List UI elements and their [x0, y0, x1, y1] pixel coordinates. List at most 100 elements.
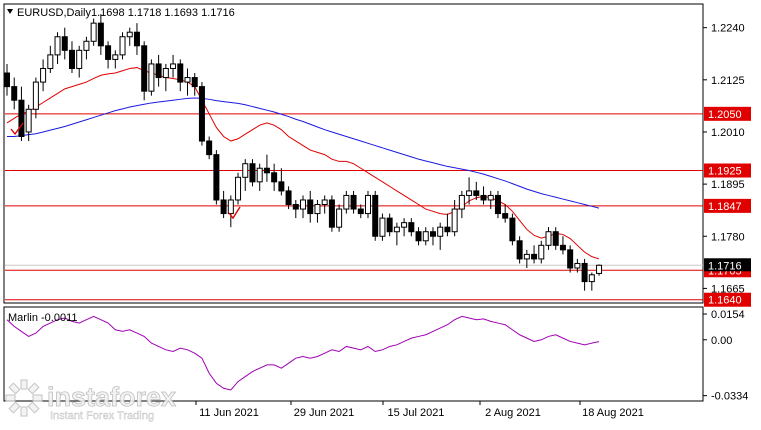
candle[interactable]	[235, 172, 242, 205]
candle[interactable]	[256, 163, 263, 191]
candle-body-bull	[379, 217, 386, 237]
candle[interactable]	[531, 245, 538, 264]
candle-body-bear	[285, 190, 292, 206]
candle[interactable]	[191, 73, 198, 96]
candle[interactable]	[271, 163, 278, 191]
candle[interactable]	[444, 213, 451, 237]
candle[interactable]	[18, 86, 25, 142]
candle[interactable]	[567, 245, 574, 273]
candle[interactable]	[516, 236, 523, 264]
candle[interactable]	[357, 204, 364, 219]
candle[interactable]	[206, 136, 213, 160]
candle-body-bull	[235, 176, 242, 201]
candle[interactable]	[300, 195, 307, 219]
candle[interactable]	[415, 227, 422, 246]
candle[interactable]	[105, 41, 112, 69]
candle[interactable]	[466, 177, 473, 205]
candle-body-bull	[487, 194, 494, 201]
candle-body-bull	[538, 244, 545, 260]
candle[interactable]	[458, 190, 465, 219]
candle[interactable]	[502, 204, 509, 223]
candle[interactable]	[509, 213, 516, 246]
candle[interactable]	[480, 186, 487, 205]
candle[interactable]	[227, 195, 234, 228]
oscillator-line	[6, 315, 600, 391]
candle[interactable]	[177, 59, 184, 92]
candle[interactable]	[307, 190, 314, 223]
candle[interactable]	[401, 218, 408, 237]
candle[interactable]	[581, 258, 588, 291]
candle[interactable]	[170, 54, 177, 78]
candle[interactable]	[83, 36, 90, 60]
candle[interactable]	[285, 186, 292, 210]
candle[interactable]	[54, 32, 61, 64]
collapse-arrow-icon[interactable]	[7, 9, 13, 14]
candle[interactable]	[292, 199, 299, 219]
candle[interactable]	[588, 272, 595, 291]
candle[interactable]	[372, 190, 379, 241]
candle[interactable]	[162, 63, 169, 92]
candle[interactable]	[155, 54, 162, 87]
candle[interactable]	[494, 190, 501, 219]
candle[interactable]	[47, 45, 54, 74]
candle[interactable]	[198, 82, 205, 146]
candle[interactable]	[552, 227, 559, 250]
candle[interactable]	[429, 227, 436, 246]
candle[interactable]	[97, 14, 104, 55]
candle[interactable]	[90, 18, 97, 46]
candle[interactable]	[263, 154, 270, 182]
candle[interactable]	[61, 27, 68, 60]
osc-tick-label: 0.0154	[711, 309, 745, 321]
candle[interactable]	[220, 190, 227, 219]
candle[interactable]	[133, 23, 140, 55]
candle[interactable]	[545, 227, 552, 250]
candle[interactable]	[213, 150, 220, 205]
candle[interactable]	[249, 159, 256, 187]
candle[interactable]	[119, 32, 126, 60]
candle[interactable]	[559, 236, 566, 255]
candle[interactable]	[112, 50, 119, 69]
candle[interactable]	[68, 41, 75, 74]
candle[interactable]	[40, 59, 47, 92]
candle[interactable]	[32, 77, 39, 119]
candle[interactable]	[76, 45, 83, 78]
candle[interactable]	[141, 41, 148, 101]
candle[interactable]	[25, 104, 32, 142]
candle[interactable]	[314, 199, 321, 223]
candle[interactable]	[184, 68, 191, 96]
candle[interactable]	[538, 240, 545, 264]
candle-body-bull	[32, 81, 39, 110]
candle[interactable]	[596, 264, 603, 276]
candle[interactable]	[278, 168, 285, 196]
candle-body-bear	[141, 45, 148, 92]
slow-ma-line[interactable]	[7, 97, 600, 209]
candle[interactable]	[365, 190, 371, 219]
candlesticks	[4, 14, 603, 291]
candle[interactable]	[473, 181, 480, 200]
candle[interactable]	[523, 249, 530, 268]
candle[interactable]	[321, 195, 328, 214]
candle[interactable]	[4, 63, 10, 96]
candle-body-bull	[321, 199, 328, 206]
candle[interactable]	[451, 199, 458, 237]
candle[interactable]	[242, 159, 249, 191]
candle-body-bear	[105, 45, 112, 60]
candle-body-bull	[112, 54, 119, 60]
candle[interactable]	[437, 222, 444, 250]
candle[interactable]	[328, 195, 335, 232]
candle[interactable]	[343, 190, 350, 214]
candle[interactable]	[336, 204, 343, 232]
candle[interactable]	[11, 77, 18, 110]
candle[interactable]	[574, 258, 581, 273]
candle[interactable]	[126, 27, 133, 46]
candle[interactable]	[379, 213, 386, 241]
candle[interactable]	[487, 190, 494, 210]
candle-body-bear	[263, 167, 270, 174]
candle[interactable]	[386, 213, 393, 237]
candle[interactable]	[350, 190, 357, 214]
candle[interactable]	[148, 59, 155, 96]
candle[interactable]	[422, 227, 429, 246]
candle[interactable]	[408, 218, 415, 237]
marlin-line[interactable]	[6, 315, 600, 391]
candle[interactable]	[393, 222, 400, 246]
